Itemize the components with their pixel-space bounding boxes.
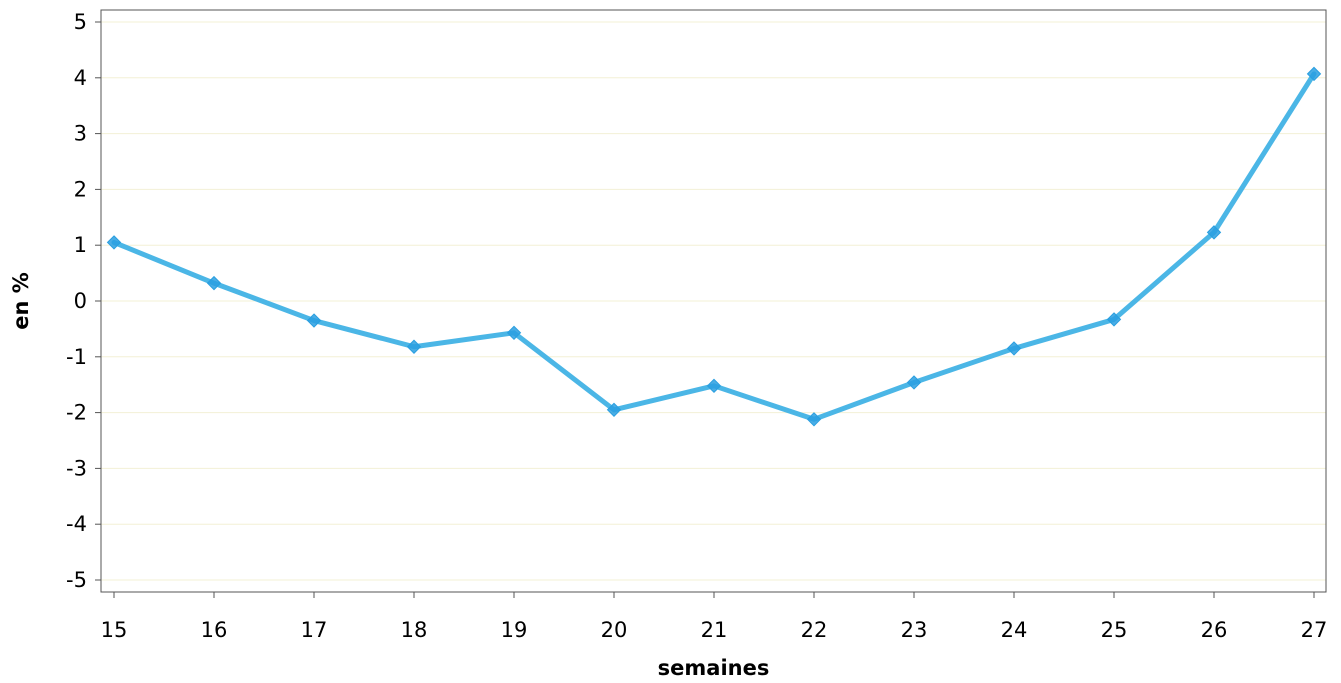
x-tick-label: 17 bbox=[301, 618, 328, 642]
x-tick-label: 16 bbox=[201, 618, 228, 642]
data-point bbox=[1106, 312, 1122, 327]
x-tick-label: 22 bbox=[801, 618, 828, 642]
x-tick-label: 27 bbox=[1301, 618, 1328, 642]
gridlines bbox=[101, 21, 1326, 581]
series-line bbox=[111, 71, 1317, 422]
x-tick-label: 26 bbox=[1201, 618, 1228, 642]
data-point bbox=[306, 313, 322, 328]
y-tick-label: -3 bbox=[66, 456, 87, 480]
y-tick-label: -1 bbox=[66, 345, 87, 369]
x-tick-label: 24 bbox=[1001, 618, 1028, 642]
x-tick-label: 20 bbox=[601, 618, 628, 642]
data-point bbox=[106, 235, 122, 250]
y-axis-title: en % bbox=[9, 272, 33, 330]
y-tick-label: 4 bbox=[74, 66, 87, 90]
x-tick-label: 18 bbox=[401, 618, 428, 642]
y-tick-label: -4 bbox=[66, 512, 87, 536]
x-axis: 15 16 17 18 19 20 21 22 23 24 25 26 27 bbox=[101, 592, 1328, 642]
y-tick-label: -5 bbox=[66, 568, 87, 592]
data-point bbox=[906, 375, 922, 390]
series-layer bbox=[106, 66, 1322, 427]
data-point bbox=[1206, 225, 1222, 240]
x-axis-title: semaines bbox=[658, 656, 770, 680]
x-tick-label: 15 bbox=[101, 618, 128, 642]
data-point bbox=[1006, 341, 1022, 356]
data-point bbox=[206, 275, 222, 291]
x-tick-label: 21 bbox=[701, 618, 728, 642]
data-point bbox=[506, 325, 522, 341]
y-tick-label: 2 bbox=[74, 177, 87, 201]
x-tick-label: 19 bbox=[501, 618, 528, 642]
data-point bbox=[806, 412, 822, 427]
x-tick-label: 25 bbox=[1101, 618, 1128, 642]
data-point bbox=[1306, 66, 1322, 82]
y-tick-label: 5 bbox=[74, 10, 87, 34]
y-tick-label: 3 bbox=[74, 122, 87, 146]
data-point bbox=[706, 378, 722, 394]
x-tick-label: 23 bbox=[901, 618, 928, 642]
y-tick-label: 0 bbox=[74, 289, 87, 313]
y-tick-label: -2 bbox=[66, 401, 87, 425]
data-point bbox=[406, 339, 422, 354]
y-tick-label: 1 bbox=[74, 233, 87, 257]
data-point bbox=[606, 402, 622, 418]
y-axis: 5 4 3 2 1 0 -1 -2 -3 -4 -5 bbox=[66, 10, 101, 592]
